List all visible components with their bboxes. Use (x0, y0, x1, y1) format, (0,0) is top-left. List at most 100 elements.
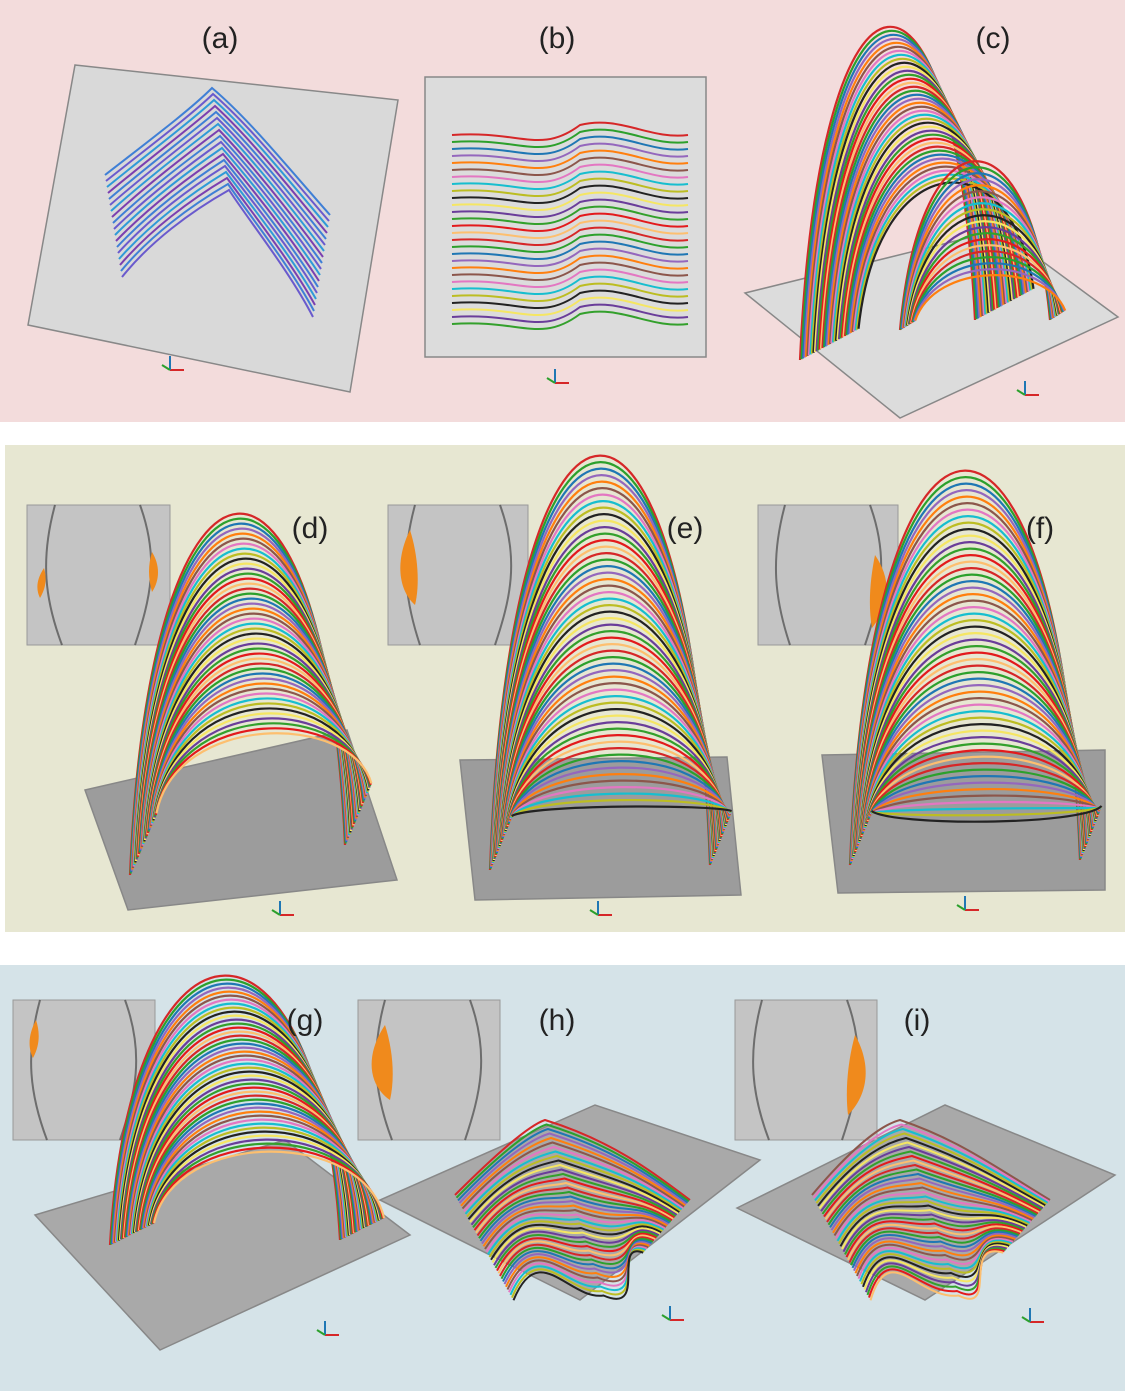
streamline (472, 1172, 677, 1229)
streamline (819, 81, 998, 349)
streamline (854, 1234, 1016, 1274)
inset-d (26, 504, 171, 646)
streamline (451, 121, 689, 142)
streamline (870, 805, 1102, 817)
streamline (842, 1213, 1026, 1253)
streamline (836, 125, 1014, 341)
panel-label: (e) (667, 512, 704, 545)
streamline (458, 1132, 687, 1205)
streamline (494, 1231, 659, 1269)
streamline (110, 122, 325, 252)
streamline (815, 1132, 1047, 1205)
streamline (121, 188, 314, 318)
streamline (512, 1250, 644, 1301)
streamline (509, 786, 732, 820)
streamline (451, 149, 689, 170)
streamline (824, 93, 1002, 347)
streamline (828, 105, 1007, 345)
streamline (451, 289, 689, 310)
streamline (867, 768, 1100, 820)
streamline (869, 1250, 1004, 1301)
streamline (451, 177, 689, 198)
inset-f (757, 504, 899, 646)
streamline (869, 794, 1101, 816)
inset-e (387, 504, 529, 646)
streamline (866, 762, 1100, 821)
panel-label: (f) (1026, 512, 1054, 545)
streamline (811, 1118, 1051, 1201)
streamline (120, 182, 315, 312)
streamline (827, 1168, 1038, 1226)
inset (26, 504, 171, 646)
streamline (812, 1123, 1050, 1203)
streamline (469, 1163, 679, 1223)
streamline (860, 1241, 1011, 1285)
streamline (451, 261, 689, 282)
streamline (451, 303, 689, 324)
streamline (508, 779, 732, 821)
streamline (821, 1150, 1043, 1215)
streamline (847, 1223, 1022, 1261)
streamline (837, 129, 1016, 340)
streamline (454, 1118, 691, 1201)
streamline (115, 152, 320, 282)
streamline (804, 41, 983, 357)
highlight (846, 1035, 866, 1115)
streamline (869, 800, 1101, 815)
streamline (475, 1181, 674, 1234)
panel-label: (d) (292, 512, 329, 545)
streamline (866, 755, 1099, 822)
streamline (866, 749, 1099, 823)
streamline (109, 116, 326, 246)
plane (27, 64, 399, 393)
streamline (820, 1145, 1044, 1212)
streamline (510, 799, 732, 818)
streamline (814, 1127, 1049, 1204)
streamline (464, 1150, 683, 1215)
streamline (833, 1186, 1033, 1237)
streamline (451, 296, 689, 317)
panel-label: (i) (904, 1004, 931, 1037)
panel-label: (g) (287, 1004, 324, 1037)
streamline (451, 212, 689, 233)
axis-z (161, 364, 171, 371)
streamline (832, 1181, 1034, 1234)
streamline (838, 1199, 1029, 1245)
streamline (451, 128, 689, 149)
streamline (800, 29, 978, 360)
panel-label: (b) (539, 22, 576, 55)
streamline (857, 1237, 1014, 1280)
streamline (829, 1172, 1037, 1228)
streamline (830, 109, 1008, 344)
streamline (839, 1204, 1028, 1247)
streamline (112, 134, 323, 264)
streamline (841, 1208, 1027, 1250)
streamline (460, 1136, 686, 1207)
streamline (481, 1199, 669, 1245)
streamline (493, 1229, 660, 1266)
streamline (853, 1232, 1017, 1271)
streamline (451, 275, 689, 296)
streamline (868, 781, 1101, 818)
streamline (845, 149, 1023, 336)
streamline (499, 1236, 655, 1277)
axis-z (589, 909, 599, 916)
axis-z (546, 377, 556, 384)
streamline (113, 140, 322, 270)
streamline (467, 1159, 680, 1220)
streamline (451, 163, 689, 184)
streamline (856, 1236, 1015, 1277)
streamline (913, 268, 1066, 322)
streamline (479, 1195, 671, 1242)
streamline (836, 1195, 1031, 1242)
streamline (813, 65, 992, 353)
streamline (870, 805, 1103, 823)
highlight (371, 1025, 393, 1100)
streamline (118, 170, 317, 300)
streamline (511, 805, 732, 818)
axis-z (661, 1314, 671, 1321)
streamline (457, 1127, 689, 1204)
streamline (859, 1239, 1012, 1282)
streamline (451, 268, 689, 289)
